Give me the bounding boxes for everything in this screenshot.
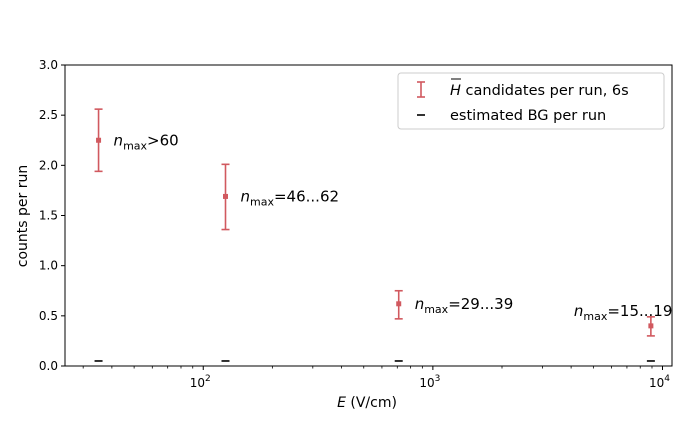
data-point-marker [396, 301, 402, 307]
y-tick-label: 0.5 [39, 309, 58, 323]
y-tick-label: 1.5 [39, 209, 58, 223]
legend-candidates-rest: candidates per run, 6s [466, 83, 629, 99]
annotation-range: =15...19 [607, 302, 672, 320]
y-axis-ticks: 0.0 0.5 1.0 1.5 2.0 2.5 3.0 [39, 58, 65, 373]
candidate-point [221, 163, 230, 231]
data-series [94, 108, 655, 362]
legend: H candidates per run, 6s estimated BG pe… [397, 72, 665, 130]
annotation-subscript: max [123, 139, 147, 152]
x-axis-unit: (V/cm) [350, 395, 397, 411]
annotation-variable: n [114, 131, 124, 149]
annotation-subscript: max [424, 303, 448, 316]
candidate-point [394, 289, 403, 320]
nmax-annotation: nmax=29...39 [415, 295, 514, 316]
candidate-point [646, 316, 655, 337]
candidate-point [94, 108, 103, 173]
annotation-range: >60 [147, 131, 179, 149]
x-tick-exponent: 4 [664, 374, 670, 384]
nmax-annotation: nmax=15...19 [574, 302, 673, 323]
annotation-range: =29...39 [448, 295, 513, 313]
y-tick-label: 3.0 [39, 58, 58, 72]
annotation-variable: n [241, 187, 251, 205]
legend-box [397, 72, 665, 130]
nmax-annotation: nmax=46...62 [241, 187, 340, 208]
data-point-marker [96, 137, 102, 143]
annotation-variable: n [574, 302, 584, 320]
data-point-marker [648, 323, 654, 329]
y-tick-label: 0.0 [39, 359, 58, 373]
legend-candidates-marker [417, 81, 425, 98]
annotation-subscript: max [583, 310, 607, 323]
x-tick-base: 10 [190, 376, 205, 390]
x-tick-base: 10 [649, 376, 664, 390]
annotation-subscript: max [250, 195, 274, 208]
x-tick-base: 10 [419, 376, 434, 390]
x-axis-label: E (V/cm) [337, 395, 397, 411]
legend-candidates-label: H candidates per run, 6s [450, 83, 629, 99]
x-axis-variable: E [337, 395, 346, 411]
annotation-range: =46...62 [274, 187, 339, 205]
x-axis-ticks: 102 103 104 [82, 366, 670, 390]
legend-bg-label: estimated BG per run [450, 108, 606, 124]
x-tick-exponent: 2 [205, 374, 211, 384]
y-tick-label: 1.0 [39, 259, 58, 273]
data-point-marker [223, 193, 229, 199]
annotation-variable: n [415, 295, 425, 313]
legend-h-symbol: H [450, 83, 461, 99]
y-axis-label: counts per run [15, 165, 31, 267]
x-tick-label: 103 [419, 374, 440, 390]
nmax-annotation: nmax>60 [114, 131, 179, 152]
y-tick-label: 2.5 [39, 108, 58, 122]
x-tick-label: 104 [649, 374, 670, 390]
x-tick-label: 102 [190, 374, 211, 390]
y-tick-label: 2.0 [39, 158, 58, 172]
x-tick-exponent: 3 [435, 374, 441, 384]
